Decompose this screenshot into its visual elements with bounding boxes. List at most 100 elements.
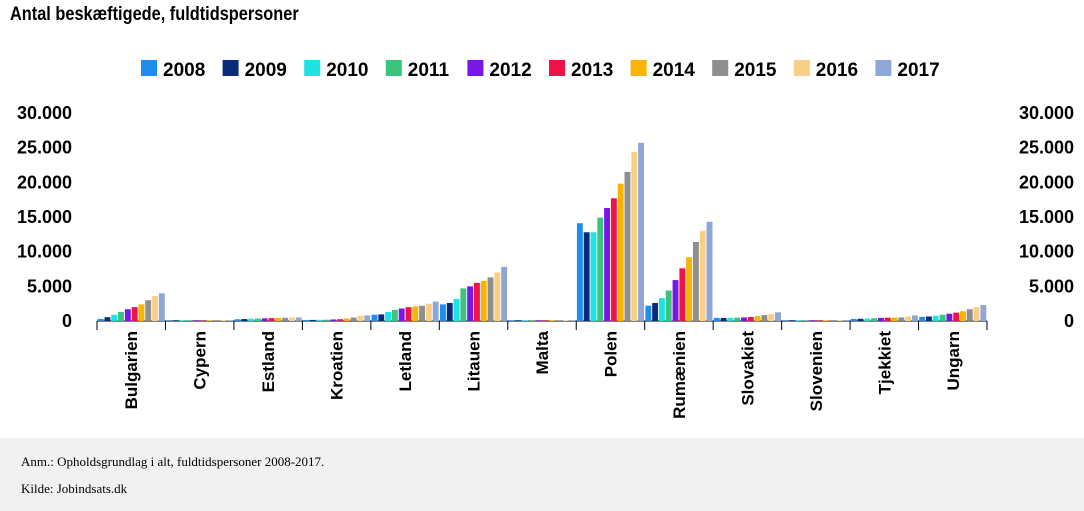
bar-Cypern-2008 bbox=[166, 320, 173, 321]
bar-Tjekkiet-2008 bbox=[850, 318, 857, 321]
bar-Kroatien-2008 bbox=[303, 319, 309, 321]
bar-Letland-2016 bbox=[425, 303, 432, 321]
bar-Tjekkiet-2014 bbox=[891, 317, 898, 321]
bar-Tjekkiet-2012 bbox=[877, 317, 884, 321]
bar-Kroatien-2009 bbox=[309, 319, 316, 321]
bar-Bulgarien-2009 bbox=[104, 317, 111, 321]
bar-Polen-2008 bbox=[576, 223, 583, 321]
bar-Slovakiet-2011 bbox=[734, 317, 741, 321]
bar-Kroatien-2014 bbox=[343, 318, 350, 321]
bar-Ungarn-2013 bbox=[953, 312, 960, 321]
y-tick-right: 25.000 bbox=[1019, 138, 1074, 158]
bar-Kroatien-2010 bbox=[316, 319, 323, 321]
bar-Slovenien-2013 bbox=[816, 320, 823, 321]
bar-Kroatien-2017 bbox=[364, 315, 371, 321]
bar-Slovakiet-2014 bbox=[754, 316, 761, 321]
bar-Letland-2009 bbox=[378, 314, 385, 321]
y-tick-right: 0 bbox=[1064, 311, 1074, 331]
bar-Kroatien-2012 bbox=[330, 319, 337, 321]
legend-label-2013: 2013 bbox=[571, 60, 613, 81]
bar-Cypern-2015 bbox=[213, 320, 220, 321]
bar-Estland-2008 bbox=[234, 319, 241, 321]
bar-Cypern-2017 bbox=[227, 320, 234, 321]
bar-Rumænien-2009 bbox=[652, 302, 659, 321]
bar-Tjekkiet-2016 bbox=[905, 316, 912, 321]
chart: Antal beskæftigede, fuldtidspersoner 200… bbox=[10, 4, 1074, 419]
bar-Ungarn-2009 bbox=[926, 316, 932, 321]
y-tick-left: 20.000 bbox=[17, 172, 72, 192]
bar-Letland-2012 bbox=[398, 308, 405, 321]
bar-Malta-2014 bbox=[549, 320, 556, 321]
bar-Slovakiet-2008 bbox=[713, 317, 720, 321]
bar-Litauen-2011 bbox=[460, 288, 467, 321]
bar-Cypern-2014 bbox=[206, 320, 213, 321]
category-label-Polen: Polen bbox=[601, 331, 620, 377]
legend-swatch-2014 bbox=[630, 60, 647, 76]
y-tick-right: 5.000 bbox=[1029, 276, 1074, 296]
legend-swatch-2017 bbox=[875, 60, 892, 76]
bar-Estland-2014 bbox=[275, 317, 282, 321]
bar-Bulgarien-2008 bbox=[97, 318, 104, 321]
bar-Ungarn-2010 bbox=[932, 315, 939, 321]
bar-Slovenien-2016 bbox=[836, 320, 843, 321]
category-label-Kroatien: Kroatien bbox=[328, 331, 347, 400]
bar-Estland-2009 bbox=[241, 319, 248, 321]
bar-Kroatien-2015 bbox=[350, 317, 357, 321]
bar-Letland-2017 bbox=[432, 301, 439, 321]
bar-Litauen-2013 bbox=[473, 282, 480, 321]
bar-Cypern-2016 bbox=[220, 320, 227, 321]
bar-Cypern-2009 bbox=[172, 320, 179, 321]
bar-Bulgarien-2013 bbox=[131, 307, 138, 321]
y-tick-left: 5.000 bbox=[27, 276, 72, 296]
bar-Rumænien-2008 bbox=[645, 305, 652, 321]
bar-Estland-2012 bbox=[261, 318, 268, 321]
bar-Slovakiet-2012 bbox=[741, 317, 747, 321]
bar-Malta-2015 bbox=[556, 320, 562, 321]
legend-swatch-2012 bbox=[467, 60, 484, 76]
bar-Bulgarien-2012 bbox=[124, 309, 131, 321]
category-label-Rumænien: Rumænien bbox=[670, 331, 689, 419]
bar-Litauen-2008 bbox=[439, 304, 446, 321]
bar-Malta-2016 bbox=[562, 320, 569, 321]
y-tick-left: 10.000 bbox=[17, 242, 72, 262]
bar-Tjekkiet-2015 bbox=[898, 317, 905, 321]
bar-Litauen-2012 bbox=[467, 286, 474, 321]
bar-Malta-2010 bbox=[522, 320, 528, 321]
y-tick-right: 30.000 bbox=[1019, 103, 1074, 123]
bar-Rumænien-2010 bbox=[658, 298, 665, 321]
bar-Slovenien-2017 bbox=[843, 320, 850, 321]
legend-label-2009: 2009 bbox=[245, 60, 287, 81]
bar-Slovakiet-2016 bbox=[768, 314, 775, 321]
bar-Polen-2010 bbox=[590, 232, 597, 321]
bar-Malta-2011 bbox=[528, 320, 535, 321]
bar-Litauen-2015 bbox=[487, 277, 494, 321]
legend-swatch-2011 bbox=[385, 60, 402, 76]
bar-Tjekkiet-2009 bbox=[857, 318, 864, 321]
bar-Rumænien-2011 bbox=[665, 290, 672, 321]
bar-Polen-2015 bbox=[624, 171, 631, 321]
bar-Rumænien-2013 bbox=[679, 268, 686, 321]
bar-Ungarn-2012 bbox=[946, 313, 953, 321]
category-label-Bulgarien: Bulgarien bbox=[122, 331, 141, 409]
category-label-Slovakiet: Slovakiet bbox=[738, 331, 757, 406]
footnote: Anm.: Opholdsgrundlag i alt, fuldtidsper… bbox=[21, 454, 325, 469]
chart-title: Antal beskæftigede, fuldtidspersoner bbox=[10, 4, 299, 25]
bar-Slovenien-2015 bbox=[829, 320, 836, 321]
bar-Cypern-2013 bbox=[200, 320, 207, 321]
bar-Ungarn-2016 bbox=[973, 307, 980, 321]
bar-Slovenien-2008 bbox=[782, 320, 789, 321]
bar-Estland-2017 bbox=[295, 317, 302, 321]
axes: 30.000 30.000 25.000 25.000 20.000 20.000 15.0… bbox=[17, 103, 1074, 419]
legend: 2008 2009 2010 2011 2012 2013 2014 2015 2016 2017 bbox=[141, 60, 940, 81]
legend-label-2010: 2010 bbox=[326, 60, 368, 81]
bar-Slovakiet-2015 bbox=[761, 315, 768, 321]
bar-Polen-2013 bbox=[610, 198, 617, 321]
y-tick-right: 10.000 bbox=[1019, 242, 1074, 262]
bar-Slovenien-2014 bbox=[823, 320, 829, 321]
bar-Bulgarien-2011 bbox=[118, 311, 124, 321]
y-tick-right: 20.000 bbox=[1019, 172, 1074, 192]
bar-Bulgarien-2014 bbox=[138, 304, 145, 321]
legend-label-2011: 2011 bbox=[408, 60, 450, 81]
bar-Letland-2014 bbox=[412, 306, 419, 321]
category-label-Cypern: Cypern bbox=[191, 331, 210, 390]
